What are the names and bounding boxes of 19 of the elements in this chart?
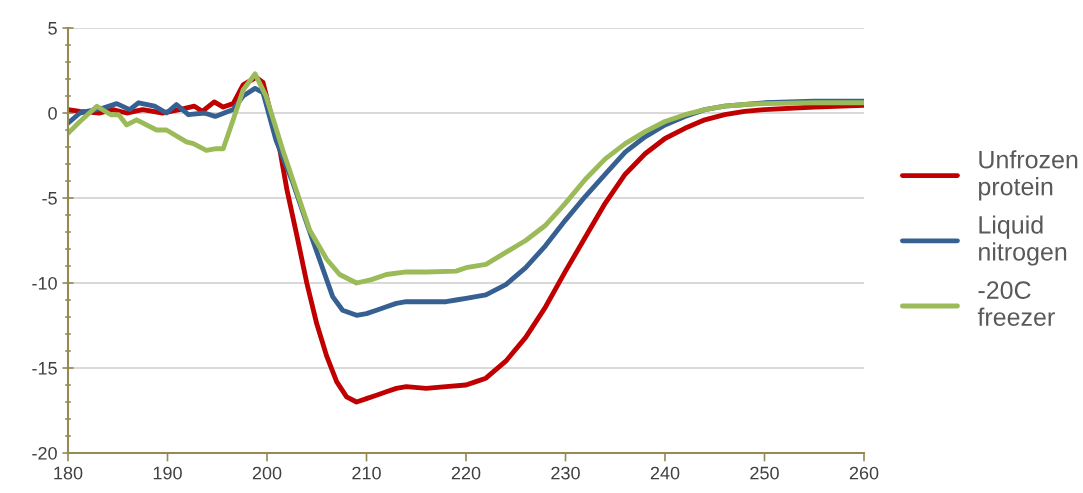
y-tick-label: -10 (32, 276, 57, 290)
x-tick-label: 240 (650, 466, 680, 480)
x-tick-label: 210 (352, 466, 381, 480)
x-tick-label: 220 (451, 466, 481, 480)
y-tick-label: 5 (48, 22, 57, 35)
legend-label: Liquid nitrogen (979, 215, 1067, 266)
x-tick-label: 190 (153, 466, 182, 480)
y-tick-label: -15 (32, 362, 57, 375)
line-series (68, 71, 864, 286)
x-tick-label: 230 (551, 466, 580, 480)
y-tick-label: -5 (42, 192, 57, 205)
y-tick-label: -20 (32, 446, 57, 460)
x-tick-label: 260 (849, 466, 879, 480)
legend-label: Unfrozen protein (979, 150, 1078, 201)
legend-label: -20C freezer (977, 281, 1055, 326)
x-tick-label: 180 (54, 466, 83, 480)
x-tick-label: 250 (750, 466, 779, 480)
y-tick-label: 0 (48, 106, 57, 120)
x-tick-label: 200 (252, 466, 282, 480)
